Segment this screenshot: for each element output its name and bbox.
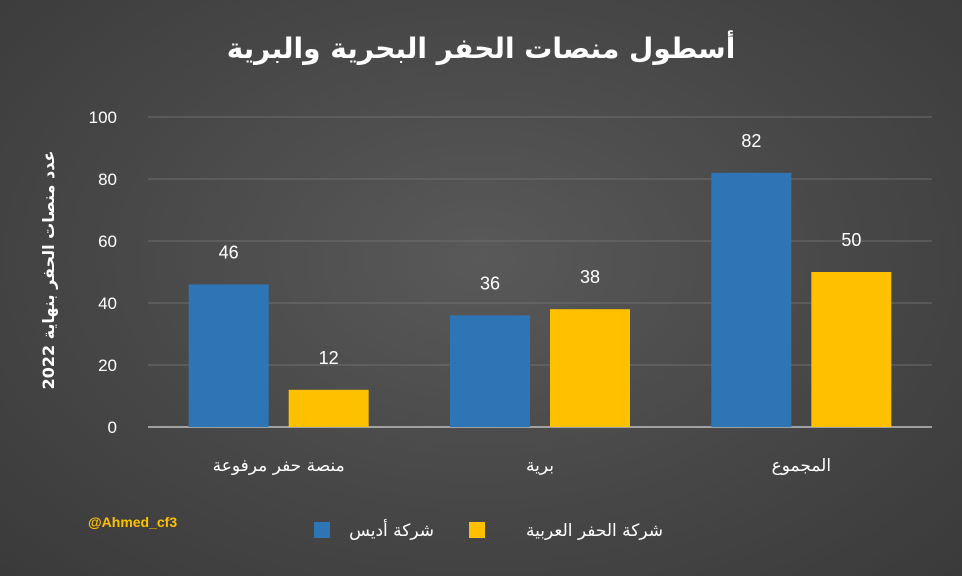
legend-label: شركة الحفر العربية	[526, 521, 663, 541]
data-label: 46	[219, 242, 239, 262]
chart-title: أسطول منصات الحفر البحرية والبرية	[227, 30, 736, 65]
data-label: 36	[480, 273, 500, 293]
bar-series2	[550, 309, 630, 427]
bar-series1	[188, 284, 269, 427]
category-label: منصة حفر مرفوعة	[213, 456, 345, 476]
bar-series1	[711, 172, 792, 427]
gridlines	[148, 116, 932, 428]
legend: شركة أديس شركة الحفر العربية	[314, 519, 663, 541]
y-tick-label: 0	[108, 418, 117, 437]
data-label: 12	[319, 348, 339, 368]
y-tick-label: 100	[89, 108, 117, 127]
bar-series2	[811, 272, 892, 427]
legend-label: شركة أديس	[349, 519, 434, 541]
data-label: 50	[841, 230, 861, 250]
data-label: 38	[580, 267, 600, 287]
data-label: 82	[741, 131, 761, 151]
category-label: المجموع	[772, 456, 831, 476]
bars	[188, 172, 892, 427]
category-labels: منصة حفر مرفوعة برية المجموع	[213, 456, 831, 476]
bar-series2	[288, 389, 369, 427]
y-tick-label: 80	[98, 170, 117, 189]
legend-swatch	[314, 522, 330, 538]
y-tick-labels: 0 20 40 60 80 100	[89, 108, 117, 437]
y-tick-label: 20	[98, 356, 117, 375]
watermark: @Ahmed_cf3	[88, 514, 177, 530]
y-tick-label: 40	[98, 294, 117, 313]
y-axis-label: عدد منصات الحفر بنهاية 2022	[39, 151, 58, 390]
legend-swatch	[469, 522, 485, 538]
data-labels: 46 12 36 38 82 50	[219, 131, 862, 368]
bar-series1	[450, 315, 530, 427]
category-label: برية	[526, 456, 554, 476]
y-tick-label: 60	[98, 232, 117, 251]
